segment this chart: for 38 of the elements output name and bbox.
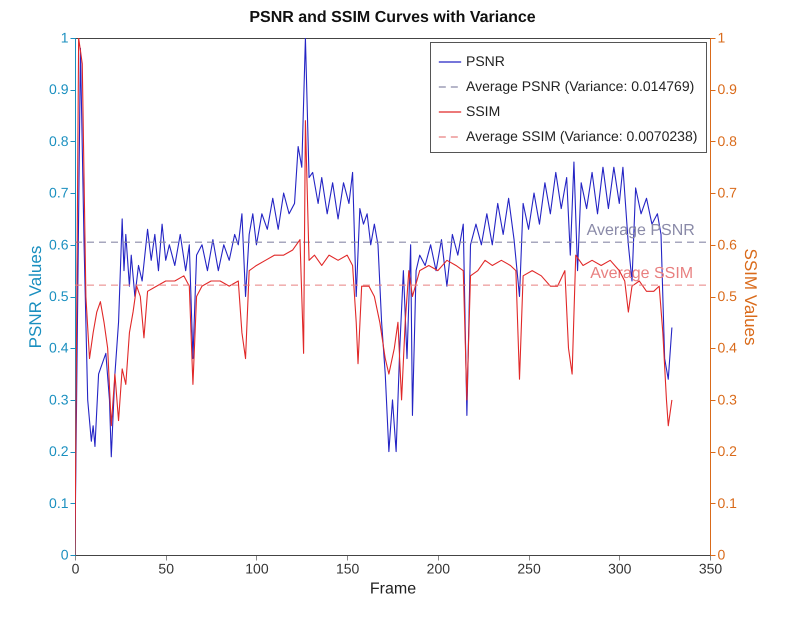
y-tick-label: 0.1 [49,494,69,511]
x-tick-label: 250 [517,560,541,576]
x-axis-title: Frame [370,580,416,598]
x-tick-label: 50 [158,560,174,576]
y2-tick-label: 0.4 [718,340,738,356]
y-tick-label: 0 [60,546,69,562]
y2-tick-label: 0.2 [718,443,738,460]
x-tick-label: 0 [72,560,80,576]
y-tick-label: 0.2 [49,443,69,460]
x-tick-label: 100 [245,560,269,576]
y-tick-label: 1 [60,30,69,46]
chart-title: PSNR and SSIM Curves with Variance [249,9,536,26]
y-tick-label: 0.4 [49,340,69,356]
x-tick-label: 200 [426,560,450,576]
legend-label: Average PSNR (Variance: 0.014769) [466,78,694,94]
y2-tick-label: 0.3 [718,391,738,408]
y2-tick-label: 0.1 [718,494,738,511]
legend-label: Average SSIM (Variance: 0.0070238) [466,128,698,144]
y2-axis-title: SSIM Values [740,248,760,346]
y2-tick-label: 0.8 [718,132,738,149]
y2-tick-label: 0.5 [718,288,738,304]
y-tick-label: 0.7 [49,184,69,201]
y-axis-title: PSNR Values [26,246,46,348]
legend-label: SSIM [466,103,500,119]
x-tick-label: 350 [698,560,722,576]
y2-tick-label: 1 [718,30,726,46]
y2-tick-label: 0 [718,546,726,562]
x-tick-label: 150 [336,560,360,576]
y-tick-label: 0.5 [49,288,69,304]
y2-tick-label: 0.7 [718,184,738,201]
x-tick-label: 300 [608,560,632,576]
legend-label: PSNR [466,53,505,69]
y-tick-label: 0.9 [49,81,69,98]
y-tick-label: 0.3 [49,391,69,408]
y-tick-label: 0.8 [49,132,69,149]
y2-tick-label: 0.6 [718,236,738,252]
y-tick-label: 0.6 [49,236,69,252]
y2-tick-label: 0.9 [718,81,738,98]
